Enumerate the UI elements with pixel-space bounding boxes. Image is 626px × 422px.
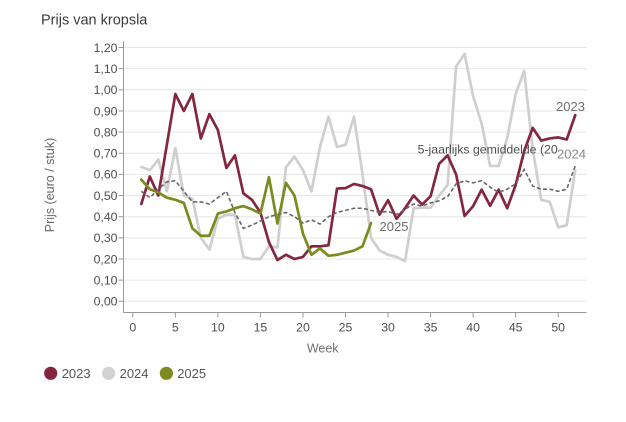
- svg-text:20: 20: [296, 321, 310, 335]
- svg-text:0,90: 0,90: [94, 104, 118, 118]
- svg-text:10: 10: [211, 321, 225, 335]
- svg-text:0,80: 0,80: [94, 125, 118, 139]
- svg-text:1,10: 1,10: [94, 62, 118, 76]
- svg-text:5: 5: [172, 321, 179, 335]
- svg-text:Prijs van kropsla: Prijs van kropsla: [41, 13, 148, 29]
- svg-text:0,10: 0,10: [94, 273, 118, 287]
- svg-text:0: 0: [129, 321, 136, 335]
- svg-text:2025: 2025: [380, 219, 409, 234]
- svg-text:35: 35: [424, 321, 438, 335]
- svg-text:0,50: 0,50: [94, 189, 118, 203]
- svg-text:30: 30: [381, 321, 395, 335]
- svg-text:2024: 2024: [557, 147, 586, 162]
- svg-text:25: 25: [339, 321, 353, 335]
- svg-text:0,20: 0,20: [94, 252, 118, 266]
- svg-text:0,00: 0,00: [94, 295, 118, 309]
- svg-text:0,30: 0,30: [94, 231, 118, 245]
- svg-text:2024: 2024: [120, 366, 149, 381]
- svg-text:2023: 2023: [62, 366, 91, 381]
- svg-text:45: 45: [509, 321, 523, 335]
- svg-text:0,70: 0,70: [94, 147, 118, 161]
- svg-text:5-jaarlijks gemiddelde (20: 5-jaarlijks gemiddelde (20: [418, 143, 558, 157]
- svg-text:0,60: 0,60: [94, 168, 118, 182]
- svg-text:2025: 2025: [177, 366, 206, 381]
- svg-text:1,20: 1,20: [94, 41, 118, 55]
- svg-text:0,40: 0,40: [94, 210, 118, 224]
- svg-text:50: 50: [551, 321, 565, 335]
- svg-text:Prijs (euro / stuk): Prijs (euro / stuk): [43, 138, 57, 232]
- svg-text:2023: 2023: [556, 99, 585, 114]
- svg-text:15: 15: [254, 321, 268, 335]
- svg-text:Week: Week: [307, 341, 339, 355]
- svg-text:1,00: 1,00: [94, 83, 118, 97]
- svg-text:40: 40: [466, 321, 480, 335]
